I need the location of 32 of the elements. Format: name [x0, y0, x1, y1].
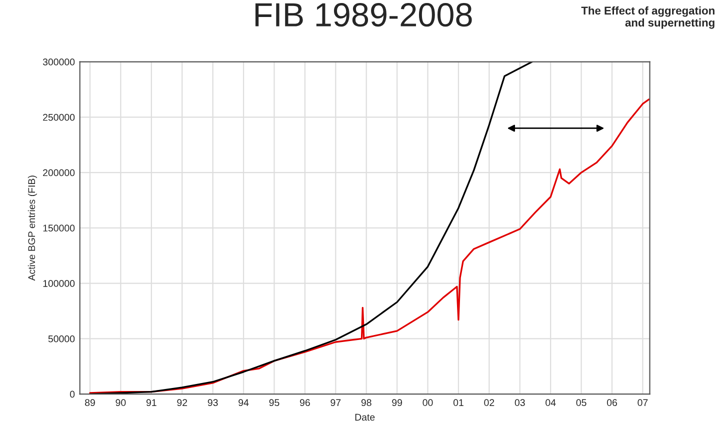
y-axis-title: Active BGP entries (FIB)	[28, 176, 37, 281]
y-tick-label: 50000	[48, 335, 75, 342]
x-tick-label: 91	[146, 399, 156, 406]
x-tick-label: 93	[208, 399, 218, 406]
x-tick-label: 07	[638, 399, 648, 406]
x-tick-label: 98	[361, 399, 372, 406]
x-tick-label: 89	[85, 399, 95, 406]
y-tick-label: 150000	[43, 224, 75, 232]
y-tick-label: 300000	[42, 58, 75, 66]
y-tick-label: 0	[70, 390, 75, 398]
x-tick-label: 03	[514, 399, 525, 406]
line-series	[89, 62, 533, 394]
x-tick-label: 99	[392, 399, 402, 406]
x-tick-label: 01	[453, 399, 464, 406]
x-tick-label: 06	[606, 399, 617, 406]
x-tick-label: 97	[330, 399, 341, 406]
x-tick-label: 00	[422, 399, 433, 406]
x-tick-label: 02	[484, 399, 494, 406]
x-tick-label: 96	[300, 399, 310, 406]
x-tick-label: 95	[269, 399, 280, 406]
x-tick-label: 05	[576, 399, 586, 406]
chart-title: FIB 1989-2008	[255, 3, 472, 27]
y-tick-label: 100000	[43, 280, 75, 287]
x-tick-label: 90	[116, 399, 126, 406]
x-tick-label: 04	[546, 399, 556, 406]
line-series	[89, 98, 650, 394]
y-tick-label: 200000	[43, 169, 75, 176]
text: The Effect of aggregation and supernetting	[581, 6, 714, 29]
x-axis-title: Date	[355, 414, 375, 421]
x-tick-label: 94	[238, 399, 249, 406]
y-tick-label: 250000	[43, 114, 75, 121]
x-tick-label: 92	[177, 399, 188, 406]
